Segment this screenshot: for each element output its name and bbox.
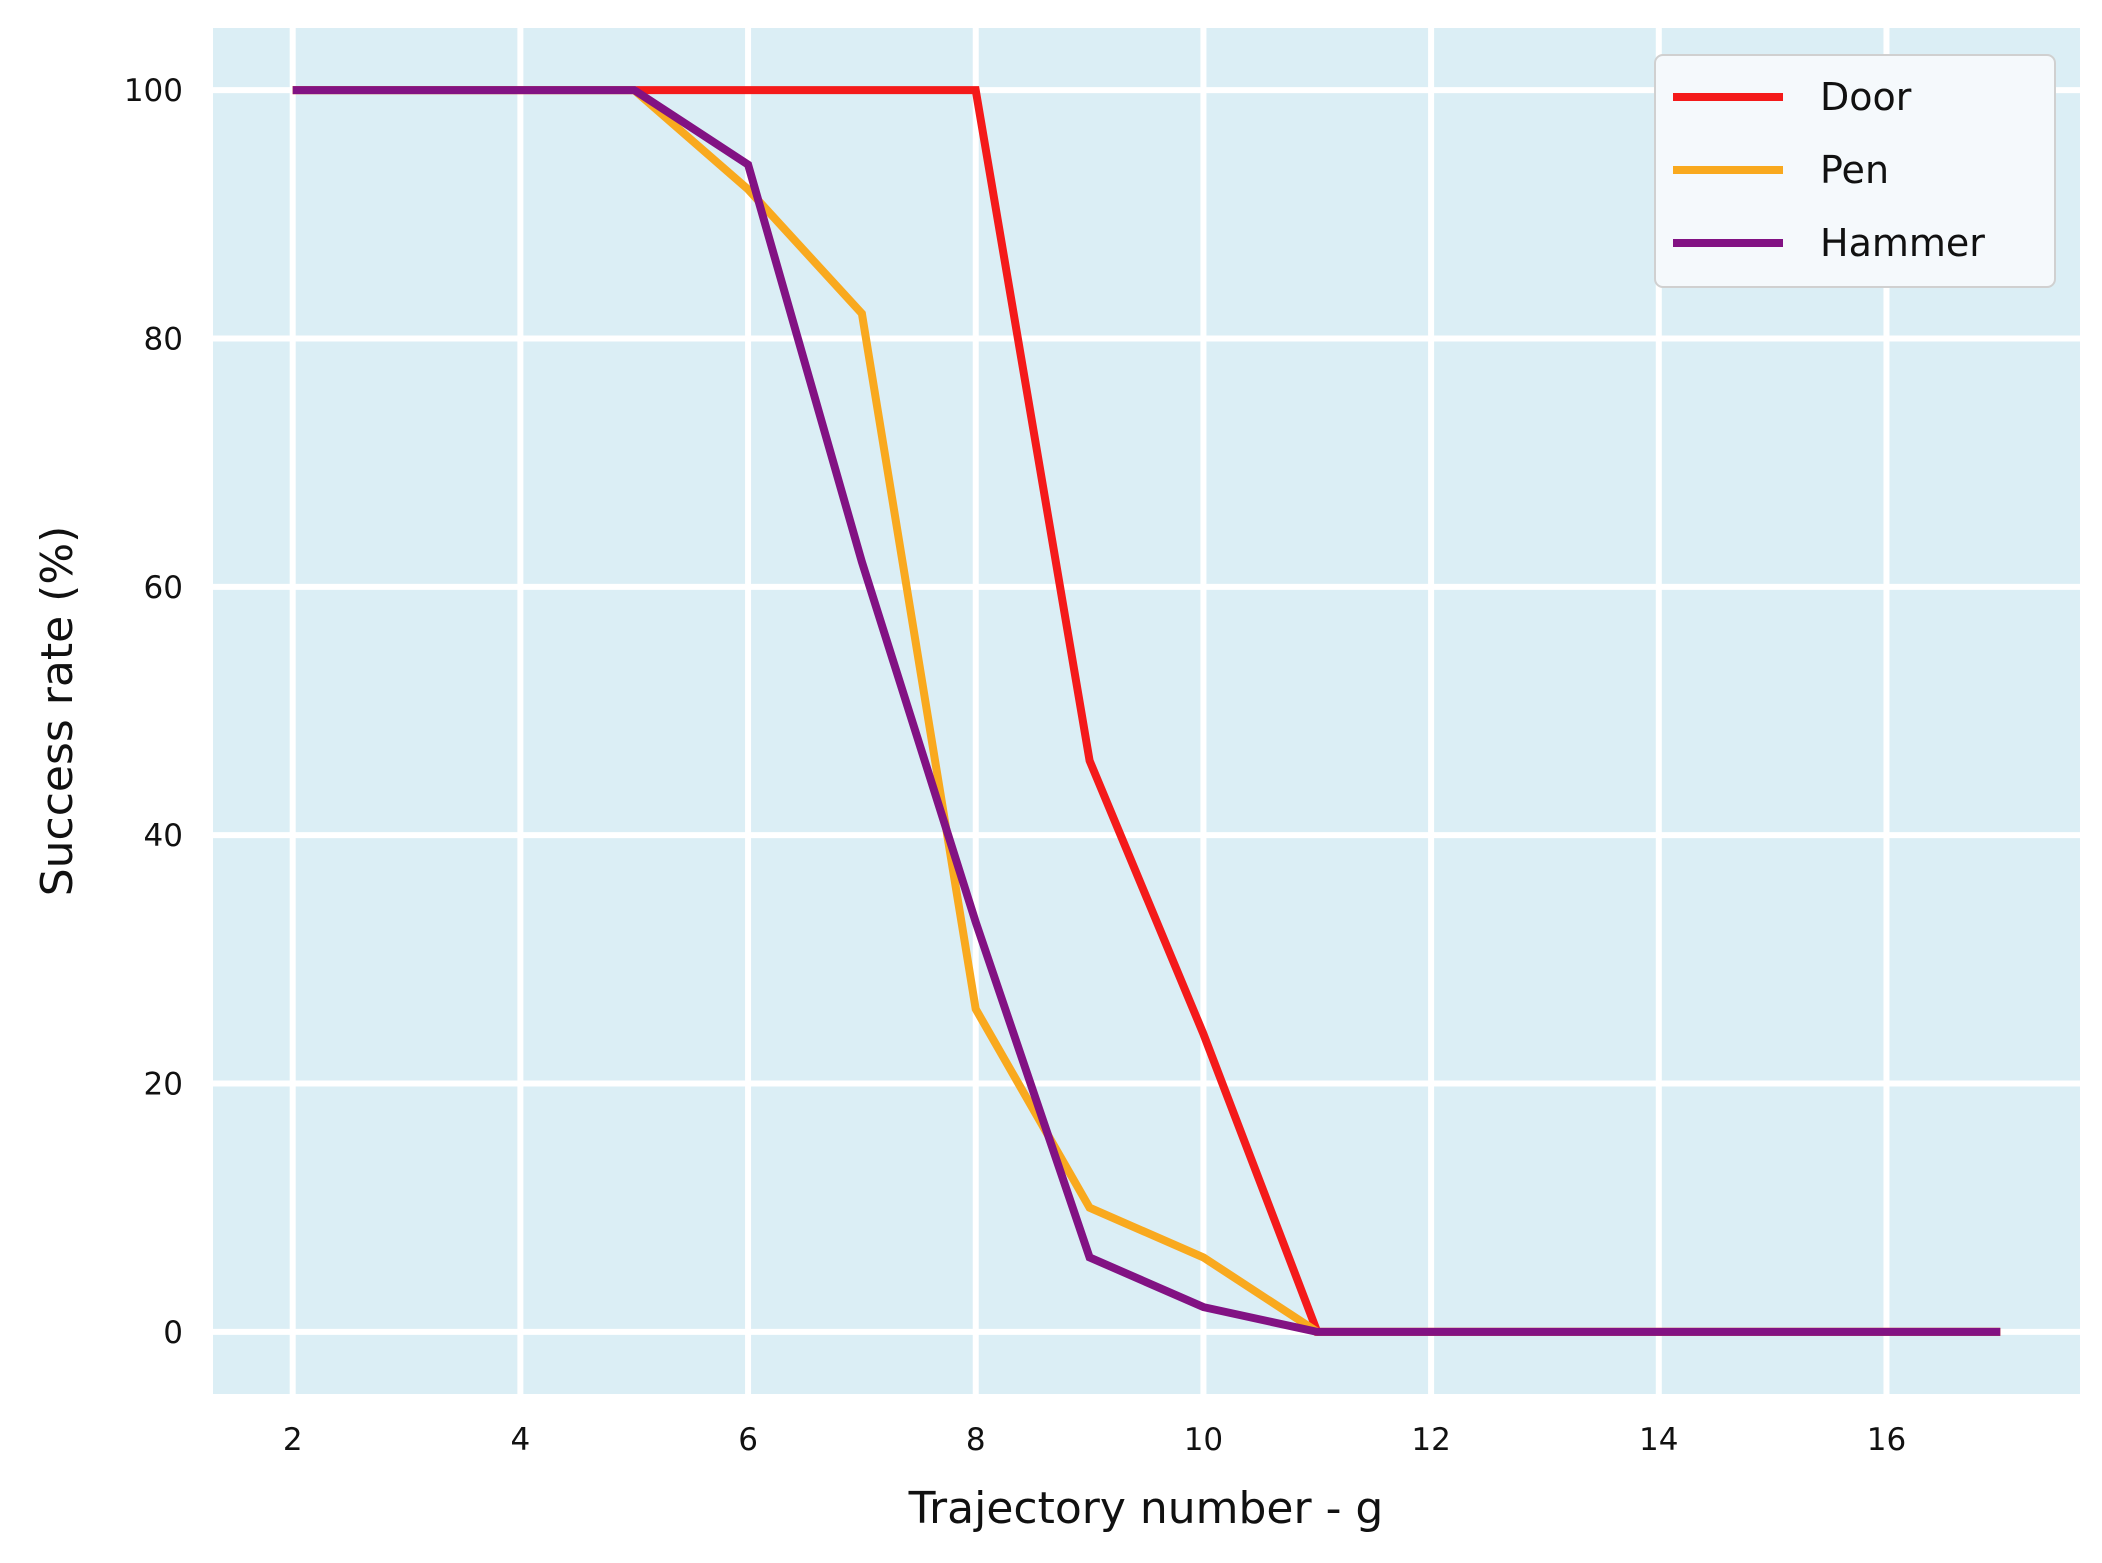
x-tick-label: 4 bbox=[511, 1422, 531, 1458]
y-tick-label: 40 bbox=[144, 818, 183, 854]
legend-label-door: Door bbox=[1820, 75, 1912, 119]
y-tick-label: 20 bbox=[144, 1067, 183, 1103]
y-tick-label: 0 bbox=[163, 1315, 183, 1351]
legend-box bbox=[1654, 54, 2056, 288]
legend-label-hammer: Hammer bbox=[1820, 221, 1985, 265]
y-tick-labels: 0 20 40 60 80 100 bbox=[124, 73, 183, 1351]
x-axis-title: Trajectory number - g bbox=[908, 1483, 1384, 1534]
y-tick-label: 60 bbox=[144, 570, 183, 606]
x-tick-label: 2 bbox=[283, 1422, 303, 1458]
x-tick-label: 14 bbox=[1639, 1422, 1678, 1458]
x-tick-label: 8 bbox=[966, 1422, 986, 1458]
series-line-hammer bbox=[292, 86, 2001, 1336]
x-tick-labels: 2 4 6 8 10 12 14 16 bbox=[283, 1422, 1906, 1458]
legend: Door Pen Hammer bbox=[1654, 54, 2056, 288]
legend-label-pen: Pen bbox=[1820, 148, 1889, 192]
series-lines bbox=[292, 86, 2001, 1336]
x-tick-label: 10 bbox=[1184, 1422, 1223, 1458]
y-tick-label: 80 bbox=[144, 321, 183, 357]
y-tick-label: 100 bbox=[124, 73, 183, 109]
x-tick-label: 6 bbox=[738, 1422, 758, 1458]
x-tick-label: 16 bbox=[1867, 1422, 1906, 1458]
x-tick-label: 12 bbox=[1411, 1422, 1450, 1458]
y-axis-title: Success rate (%) bbox=[32, 526, 83, 897]
